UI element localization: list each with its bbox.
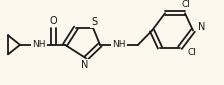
Text: S: S [91, 17, 97, 27]
Text: N: N [198, 22, 205, 32]
Text: NH: NH [112, 40, 126, 49]
Text: Cl: Cl [187, 48, 196, 57]
Text: O: O [49, 16, 57, 26]
Text: N: N [81, 60, 89, 70]
Text: Cl: Cl [182, 0, 190, 9]
Text: NH: NH [32, 40, 46, 49]
